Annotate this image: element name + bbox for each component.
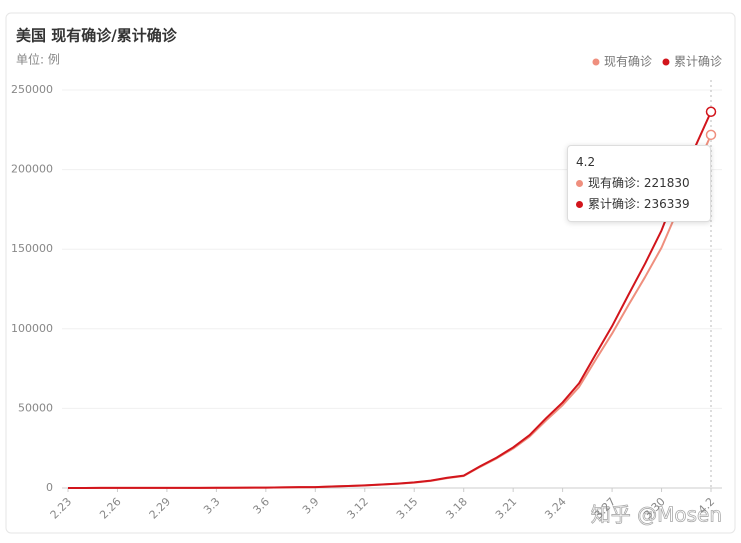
card	[5, 12, 736, 534]
watermark: 知乎 @Mosen	[591, 503, 722, 527]
tooltip: 4.2 现有确诊: 221830 累计确诊: 236339	[567, 145, 711, 222]
tooltip-dot	[576, 201, 583, 208]
y-tick-label: 100000	[11, 322, 53, 335]
y-tick-label: 250000	[11, 83, 53, 96]
series-line	[68, 111, 712, 489]
tooltip-text: 累计确诊: 236339	[588, 197, 690, 211]
legend-marker	[592, 58, 600, 66]
y-tick-label: 150000	[11, 242, 53, 255]
tooltip-title: 4.2	[576, 155, 596, 169]
tooltip-dot	[576, 180, 583, 187]
legend-label: 累计确诊	[674, 55, 722, 69]
y-tick-label: 0	[46, 481, 53, 494]
legend-marker	[662, 58, 670, 66]
legend-label: 现有确诊	[604, 55, 652, 69]
point-marker	[705, 129, 717, 141]
tooltip-row: 现有确诊: 221830	[576, 173, 702, 194]
tooltip-row: 累计确诊: 236339	[576, 194, 702, 215]
chart-title: 美国 现有确诊/累计确诊	[16, 27, 178, 45]
chart-subtitle: 单位: 例	[16, 52, 60, 67]
point-marker	[705, 106, 717, 117]
tooltip-text: 现有确诊: 221830	[588, 176, 690, 190]
y-tick-label: 50000	[18, 401, 53, 414]
y-tick-label: 200000	[11, 163, 53, 176]
